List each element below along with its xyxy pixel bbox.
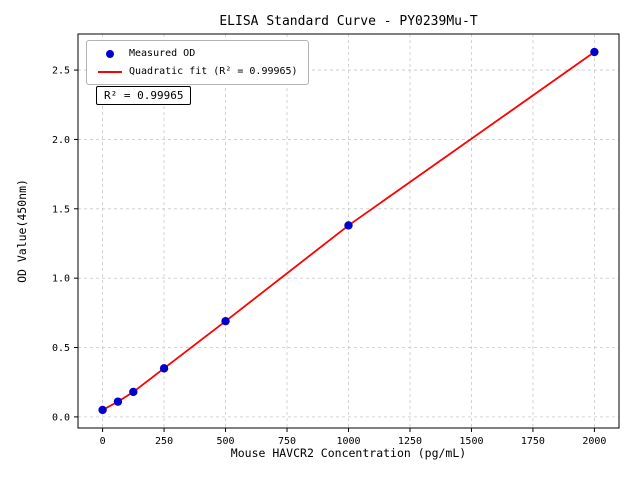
x-tick-label: 1250	[398, 436, 422, 447]
legend-item-measured-od: Measured OD	[97, 48, 298, 59]
x-tick-label: 1500	[459, 436, 483, 447]
x-tick-label: 500	[217, 436, 235, 447]
measured-od-point	[590, 47, 599, 57]
blue-dot-marker-icon	[106, 49, 114, 58]
y-tick-label: 1.0	[52, 274, 70, 285]
y-tick-label: 1.5	[52, 204, 70, 215]
axes-frame	[77, 33, 620, 429]
r-squared-annotation: R² = 0.99965	[96, 86, 192, 105]
y-axis-label: OD Value(450nm)	[15, 179, 29, 283]
measured-od-point	[98, 405, 107, 415]
measured-od-point	[344, 221, 353, 230]
x-tick-label: 1000	[336, 436, 360, 447]
y-tick-label: 2.5	[52, 66, 70, 77]
legend-handle	[97, 49, 123, 58]
x-tick-label: 1750	[521, 436, 545, 447]
x-axis-label: Mouse HAVCR2 Concentration (pg/mL)	[230, 446, 467, 460]
red-line-marker-icon	[98, 70, 122, 73]
y-tick-label: 0.0	[52, 412, 70, 423]
x-tick-label: 0	[100, 436, 106, 447]
x-tick-label: 750	[278, 436, 296, 447]
measured-od-point	[129, 387, 138, 397]
y-tick-label: 0.5	[52, 343, 70, 354]
x-tick-label: 2000	[582, 436, 606, 447]
chart-title: ELISA Standard Curve - PY0239Mu-T	[219, 14, 478, 29]
legend-label-measured-od: Measured OD	[129, 48, 196, 59]
legend-handle	[97, 70, 123, 73]
x-tick-label: 250	[155, 436, 173, 447]
measured-od-point	[159, 364, 169, 373]
quadratic-fit-line	[102, 51, 595, 411]
y-tick-label: 2.0	[52, 135, 70, 146]
measured-od-point	[221, 316, 230, 326]
legend-label-quadratic-fit: Quadratic fit (R² = 0.99965)	[129, 66, 298, 77]
legend: Measured OD Quadratic fit (R² = 0.99965)	[86, 40, 309, 85]
legend-item-quadratic-fit: Quadratic fit (R² = 0.99965)	[97, 66, 298, 77]
measured-od-point	[113, 397, 123, 406]
